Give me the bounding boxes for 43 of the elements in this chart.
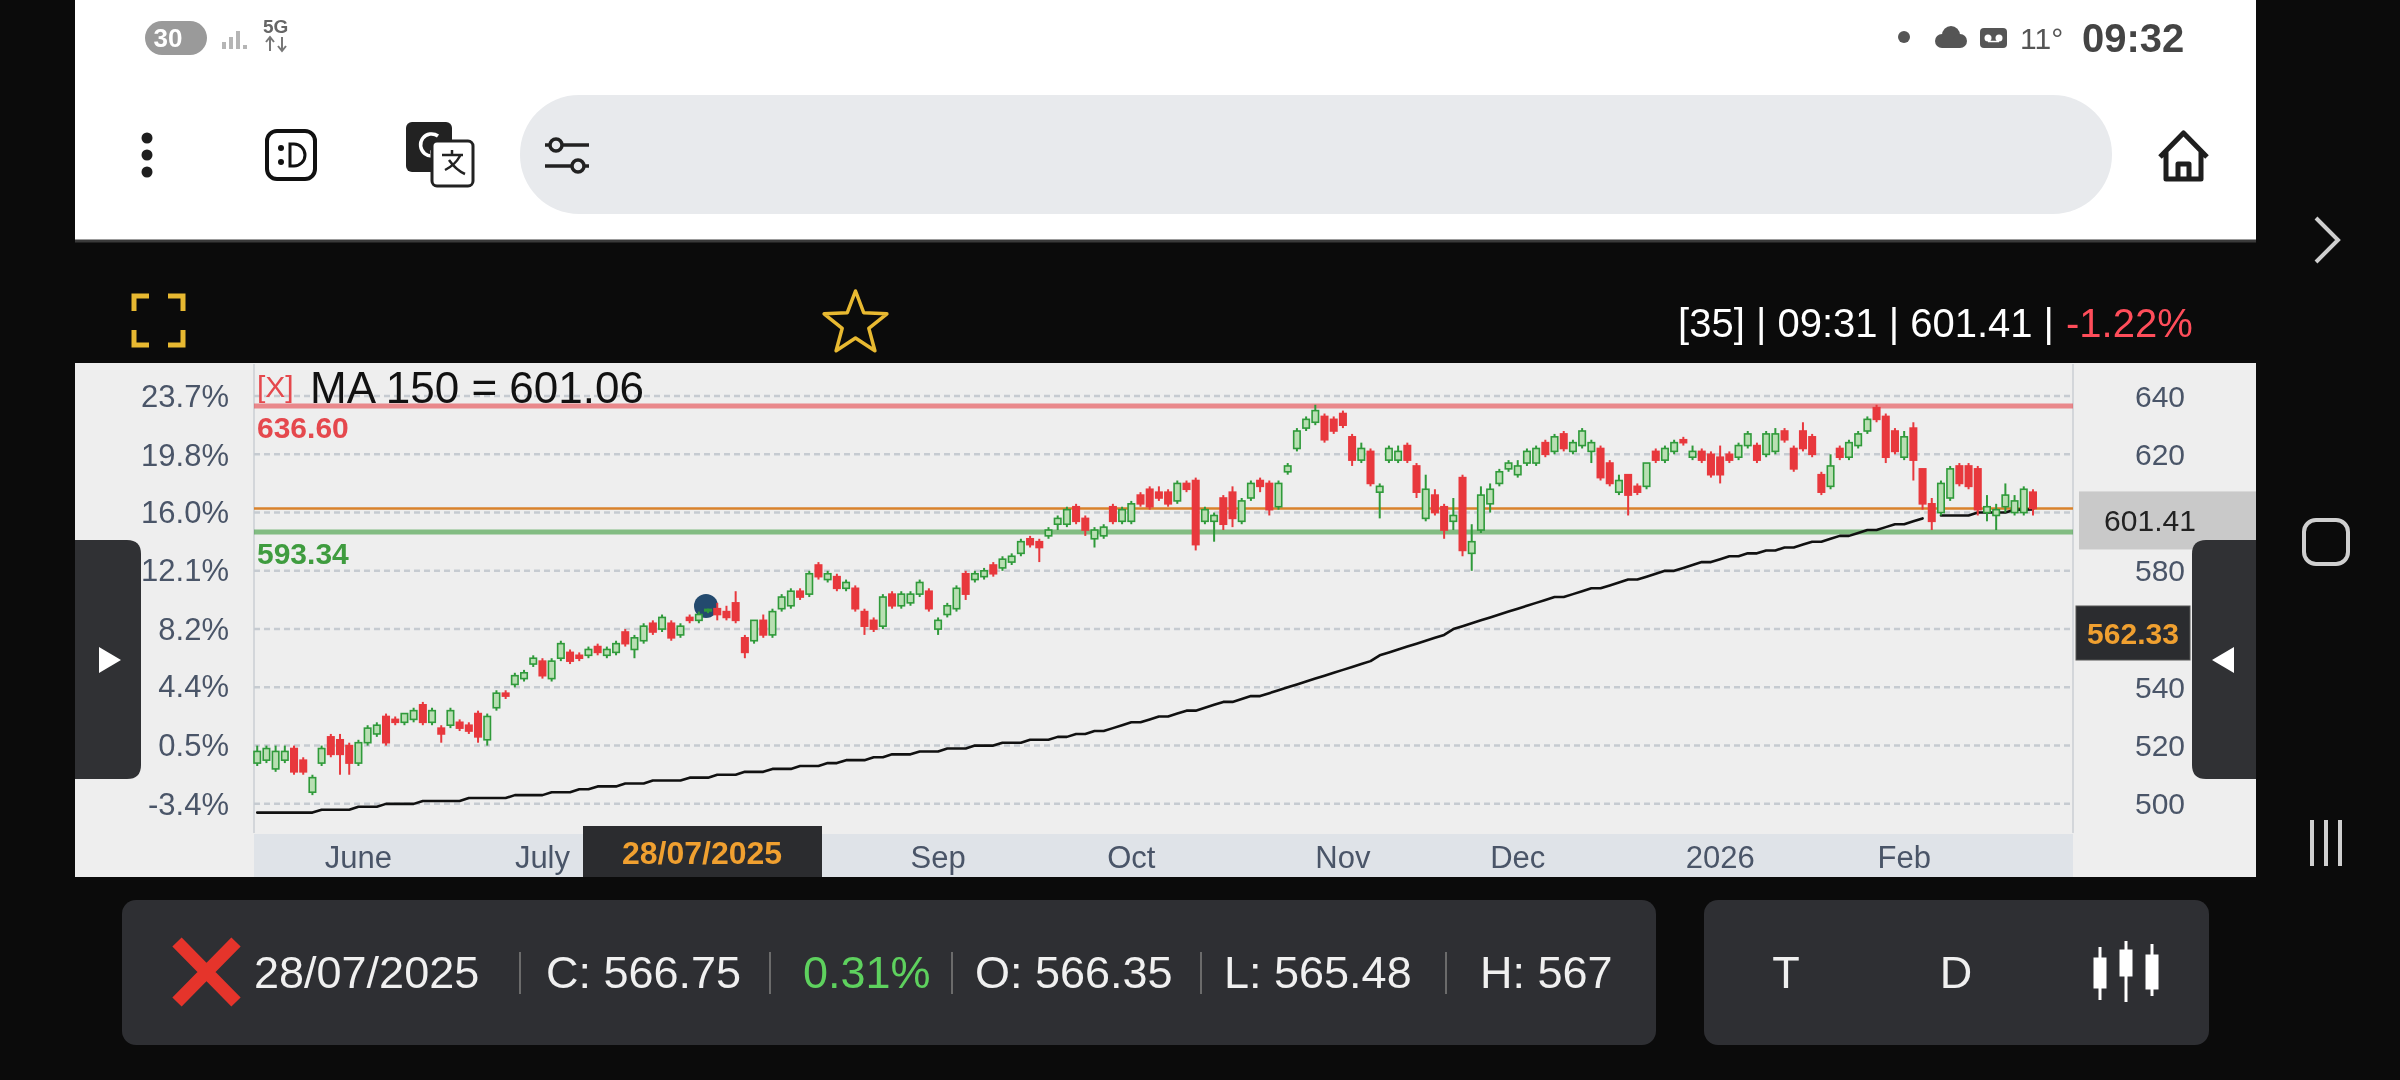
y2-tick-label: 16.0% xyxy=(141,494,229,530)
text: T xyxy=(1772,947,1800,998)
text: O: 566.35 xyxy=(975,947,1173,998)
x-tick-label: Feb xyxy=(1877,840,1931,875)
text: D xyxy=(1939,947,1973,998)
annotation: [X] xyxy=(257,370,294,403)
text: 28/07/2025 xyxy=(254,947,480,998)
text: 11° xyxy=(2020,22,2064,55)
x-tick-label: Nov xyxy=(1315,840,1371,875)
y2-tick-label: -3.4% xyxy=(148,786,229,822)
x-tick-label: Dec xyxy=(1490,840,1546,875)
x-tick-label: Oct xyxy=(1107,840,1156,875)
y2-tick-label: 4.4% xyxy=(158,669,229,705)
ref-line-label: 601.41 xyxy=(2104,504,2196,538)
text: 0.31% xyxy=(803,947,931,998)
y2-tick-label: 12.1% xyxy=(141,553,229,589)
y2-tick-label: 19.8% xyxy=(141,437,229,473)
text: 5G xyxy=(263,16,289,37)
y-tick-label: 620 xyxy=(2134,437,2186,471)
text: MA 150 = 601.06 xyxy=(310,363,644,412)
y-tick-label: 520 xyxy=(2134,729,2186,763)
text: L: 565.48 xyxy=(1224,947,1412,998)
text: [35] | 09:31 | 601.41 | xyxy=(1678,301,2054,345)
x-tick-label: July xyxy=(514,840,571,875)
y-tick-label: 640 xyxy=(2134,379,2186,413)
y-tick-label: 500 xyxy=(2134,787,2186,821)
x-tick-label: June xyxy=(324,840,393,875)
y2-tick-label: 8.2% xyxy=(158,612,229,648)
y2-tick-label: 0.5% xyxy=(158,727,229,763)
y2-tick-label: 23.7% xyxy=(141,378,229,414)
text: 30 xyxy=(153,23,183,53)
ref-line-label: 593.34 xyxy=(257,536,350,570)
text: C: 566.75 xyxy=(546,947,742,998)
text: -1.22% xyxy=(2066,301,2193,345)
x-tick-label: 2026 xyxy=(1685,840,1755,875)
text: 28/07/2025 xyxy=(621,835,783,871)
y-tick-label: 580 xyxy=(2134,554,2186,588)
x-tick-label: Sep xyxy=(910,840,966,875)
text: 09:32 xyxy=(2082,16,2185,60)
y-tick-label: 540 xyxy=(2134,670,2186,704)
ref-line-label: 636.60 xyxy=(257,410,349,444)
text: H: 567 xyxy=(1480,947,1613,998)
text: 562.33 xyxy=(2087,616,2179,650)
